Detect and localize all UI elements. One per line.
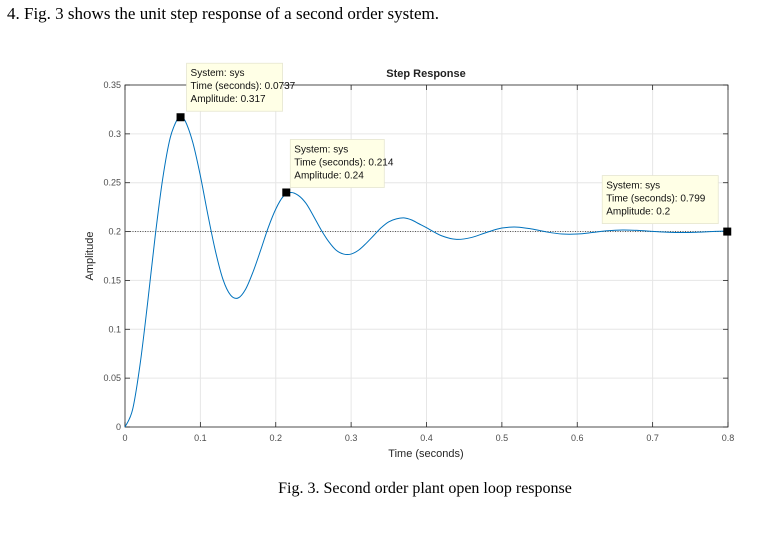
- y-tick-label: 0.35: [103, 80, 121, 90]
- y-tick-label: 0.15: [103, 275, 121, 285]
- datatip-marker: [723, 227, 732, 236]
- datatip: System: sys Time (seconds): 0.799 Amplitud…: [601, 175, 732, 236]
- datatip-time: Time (seconds): 0.799: [606, 194, 706, 205]
- y-tick-label: 0: [116, 422, 121, 432]
- grid: [124, 84, 729, 428]
- datatip-box: [186, 62, 283, 112]
- x-tick-label: 0.6: [571, 433, 584, 443]
- datatip-system: System: sys: [294, 144, 348, 155]
- y-tick-label: 0.1: [108, 324, 121, 334]
- y-tick-label: 0.2: [108, 227, 121, 237]
- datatip: System: sys Time (seconds): 0.214 Amplitud…: [282, 139, 394, 197]
- datatip-amplitude: Amplitude: 0.317: [191, 94, 266, 105]
- datatip-system: System: sys: [606, 181, 660, 192]
- datatip-box: [601, 175, 719, 224]
- x-tick-label: 0.4: [420, 433, 433, 443]
- datatip-box: [289, 139, 385, 188]
- x-tick-label: 0.3: [345, 433, 358, 443]
- x-tick-label: 0.7: [646, 433, 659, 443]
- datatip-time: Time (seconds): 0.0737: [191, 81, 296, 92]
- datatip-marker: [282, 188, 291, 197]
- x-tick-label: 0.8: [722, 433, 735, 443]
- question-text: 4. Fig. 3 shows the unit step response o…: [7, 4, 440, 23]
- x-axis-label: Time (seconds): [388, 448, 463, 460]
- chart-title: Step Response: [386, 68, 465, 80]
- datatip-marker: [176, 113, 185, 122]
- y-tick-label: 0.3: [108, 129, 121, 139]
- datatip-amplitude: Amplitude: 0.2: [606, 207, 670, 218]
- x-tick-label: 0.2: [269, 433, 282, 443]
- step-response-line: [124, 115, 729, 428]
- figure-caption: Fig. 3. Second order plant open loop res…: [278, 480, 572, 497]
- y-axis-label: Amplitude: [84, 232, 96, 281]
- datatip-system: System: sys: [191, 68, 245, 79]
- axis-ticks: 0 0.1 0.2 0.3 0.4 0.5 0.6 0.7 0.8 0 0.05 0.1 0.15 0.2…: [103, 80, 734, 443]
- plot-frame: [124, 84, 729, 428]
- x-tick-label: 0.5: [496, 433, 509, 443]
- datatip-time: Time (seconds): 0.214: [294, 157, 394, 168]
- datatip: System: sys Time (seconds): 0.0737 Amplitu…: [176, 62, 296, 122]
- y-tick-label: 0.05: [103, 373, 121, 383]
- datatip-amplitude: Amplitude: 0.24: [294, 170, 364, 181]
- x-tick-label: 0: [122, 433, 127, 443]
- datatips: System: sys Time (seconds): 0.0737 Amplitu…: [176, 62, 732, 236]
- y-tick-label: 0.25: [103, 178, 121, 188]
- x-tick-label: 0.1: [194, 433, 207, 443]
